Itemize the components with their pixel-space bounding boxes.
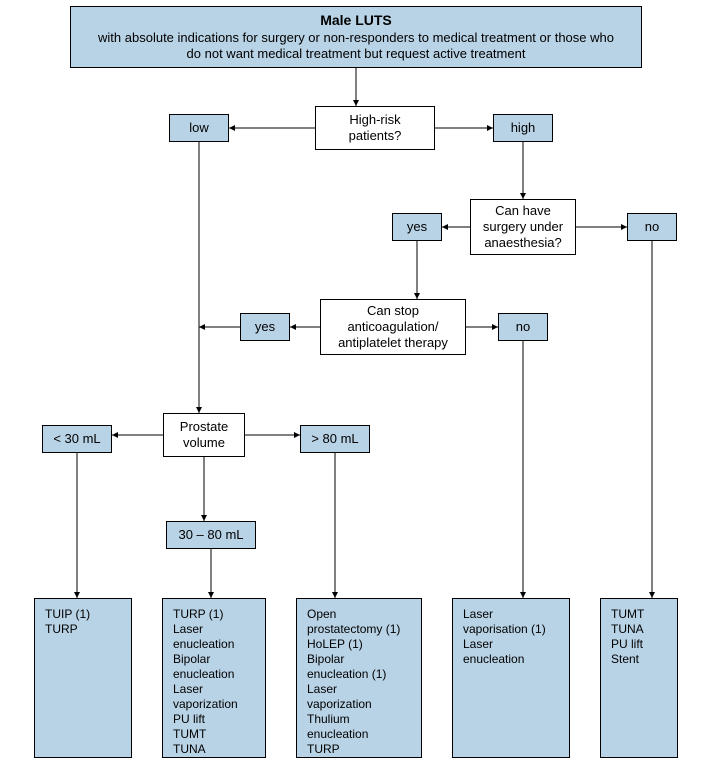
node-yes2: yes bbox=[240, 313, 290, 341]
node-r4: Laser vaporisation (1) Laser enucleation bbox=[452, 598, 570, 758]
node-r1: TUIP (1) TURP bbox=[34, 598, 132, 758]
node-mid: 30 – 80 mL bbox=[166, 521, 256, 549]
node-r5: TUMT TUNA PU lift Stent bbox=[600, 598, 678, 758]
node-r2: TURP (1) Laser enucleation Bipolar enucl… bbox=[162, 598, 266, 758]
node-no2: no bbox=[498, 313, 548, 341]
header-title: Male LUTS bbox=[320, 12, 392, 30]
node-surgery: Can have surgery under anaesthesia? bbox=[470, 199, 576, 255]
node-gt80: > 80 mL bbox=[300, 425, 370, 453]
node-low: low bbox=[169, 114, 229, 142]
header-box: Male LUTS with absolute indications for … bbox=[70, 6, 642, 68]
node-r3: Open prostatectomy (1) HoLEP (1) Bipolar… bbox=[296, 598, 422, 758]
node-yes1: yes bbox=[392, 213, 442, 241]
header-subtitle: with absolute indications for surgery or… bbox=[96, 30, 616, 63]
node-pvol: Prostate volume bbox=[163, 413, 245, 457]
node-no1: no bbox=[627, 213, 677, 241]
node-high: high bbox=[493, 114, 553, 142]
node-highrisk: High-risk patients? bbox=[315, 106, 435, 150]
node-anticoag: Can stop anticoagulation/ antiplatelet t… bbox=[320, 299, 466, 355]
node-lt30: < 30 mL bbox=[42, 425, 112, 453]
